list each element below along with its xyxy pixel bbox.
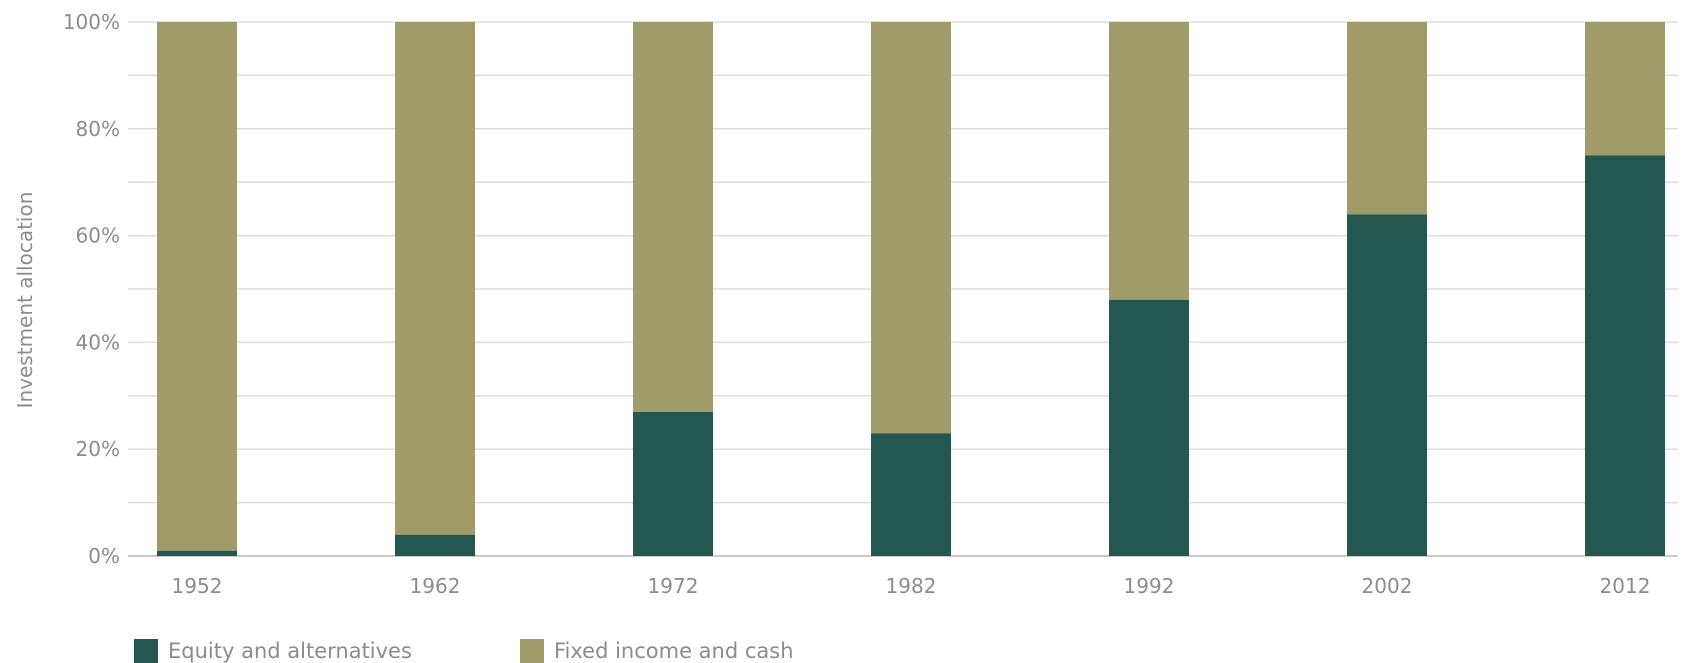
y-axis: 0% 20% 40% 60% 80% 100% (63, 10, 120, 568)
y-tick-label: 40% (76, 330, 120, 354)
bar-segment (633, 411, 713, 556)
y-tick-label: 20% (76, 437, 120, 461)
bar-segment (871, 22, 951, 434)
x-tick-label: 1952 (172, 574, 223, 598)
y-tick-label: 0% (88, 544, 120, 568)
legend-label: Fixed income and cash (554, 639, 794, 663)
bar-segment (1347, 22, 1427, 215)
bar-segment (1109, 299, 1189, 556)
y-tick-label: 60% (76, 224, 120, 248)
x-tick-label: 1982 (886, 574, 937, 598)
bars (157, 22, 1665, 557)
legend-label: Equity and alternatives (168, 639, 412, 663)
bar-segment (633, 22, 713, 412)
bar-segment (871, 433, 951, 556)
legend-swatch (134, 639, 158, 663)
y-axis-title: Investment allocation (13, 192, 37, 409)
bar-segment (1585, 22, 1665, 156)
y-tick-label: 80% (76, 117, 120, 141)
bar-segment (395, 534, 475, 556)
x-tick-label: 1992 (1124, 574, 1175, 598)
bar-segment (1585, 155, 1665, 556)
bar-segment (1347, 214, 1427, 557)
x-tick-label: 1962 (410, 574, 461, 598)
bar-segment (395, 22, 475, 535)
bar-segment (157, 550, 237, 556)
x-axis: 1952 1962 1972 1982 1992 2002 2012 (172, 574, 1651, 598)
x-tick-label: 2002 (1362, 574, 1413, 598)
y-tick-label: 100% (63, 10, 120, 34)
legend-swatch (520, 639, 544, 663)
legend: Equity and alternatives Fixed income and … (134, 639, 794, 663)
bar-segment (1109, 22, 1189, 300)
x-tick-label: 1972 (648, 574, 699, 598)
bar-segment (157, 22, 237, 551)
x-tick-label: 2012 (1600, 574, 1651, 598)
